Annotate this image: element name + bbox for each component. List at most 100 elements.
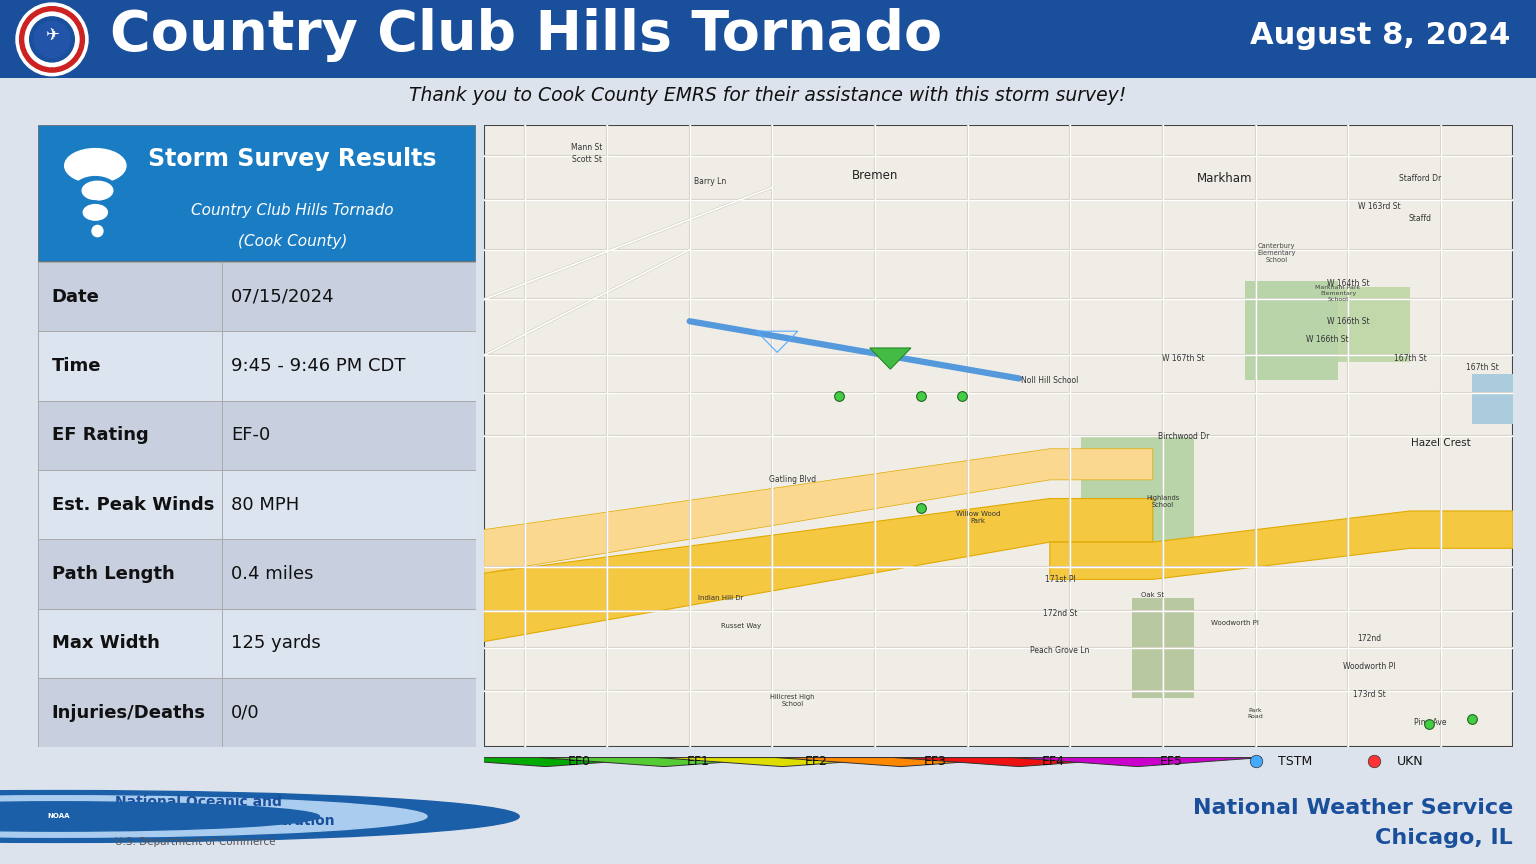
Text: U.S. Department of Commerce: U.S. Department of Commerce [115,836,275,847]
Text: W 164th St: W 164th St [1327,279,1370,289]
Ellipse shape [65,149,126,183]
FancyBboxPatch shape [38,678,476,747]
Text: Russet Way: Russet Way [720,623,762,629]
Text: 0/0: 0/0 [230,703,260,721]
Text: Country Club Hills Tornado: Country Club Hills Tornado [111,9,942,62]
Polygon shape [869,348,911,369]
Ellipse shape [89,223,106,238]
Text: 9:45 - 9:46 PM CDT: 9:45 - 9:46 PM CDT [230,357,406,375]
Text: National Weather Service: National Weather Service [1193,797,1513,818]
Polygon shape [421,758,670,766]
FancyBboxPatch shape [38,401,476,470]
Text: Injuries/Deaths: Injuries/Deaths [52,703,206,721]
Text: EF Rating: EF Rating [52,427,149,444]
Text: Canterbury
Elementary
School: Canterbury Elementary School [1256,243,1295,263]
Text: 172nd: 172nd [1356,634,1381,643]
Text: 167th St: 167th St [1393,354,1427,363]
Ellipse shape [83,181,112,200]
Text: TSTM: TSTM [1278,754,1313,768]
Text: EF1: EF1 [687,754,710,768]
FancyBboxPatch shape [38,262,476,332]
Text: NOAA: NOAA [48,814,69,819]
FancyBboxPatch shape [1338,287,1410,362]
Polygon shape [1012,758,1263,766]
Text: Time: Time [52,357,101,375]
Text: Woodworth Pl: Woodworth Pl [1212,620,1260,626]
Text: Est. Peak Winds: Est. Peak Winds [52,496,214,514]
Text: Birchwood Dr: Birchwood Dr [1158,432,1209,441]
Circle shape [0,791,519,842]
Circle shape [15,3,88,76]
Text: 167th St: 167th St [1465,364,1499,372]
Polygon shape [1051,511,1513,580]
Text: Barry Ln: Barry Ln [694,177,727,186]
Text: (Cook County): (Cook County) [238,234,347,249]
Text: Peach Grove Ln: Peach Grove Ln [1031,646,1091,656]
Text: Staffd: Staffd [1409,214,1432,223]
Circle shape [20,7,84,72]
Text: Scott St: Scott St [571,155,602,164]
Circle shape [34,22,71,58]
Polygon shape [894,758,1143,766]
Text: EF3: EF3 [923,754,946,768]
Text: 07/15/2024: 07/15/2024 [230,288,335,306]
FancyBboxPatch shape [484,125,1513,747]
Text: Highlands
School: Highlands School [1146,495,1180,508]
FancyBboxPatch shape [1471,374,1513,424]
Text: 172nd St: 172nd St [1043,609,1077,618]
Text: Bremen: Bremen [852,168,899,181]
Text: Noll Hill School: Noll Hill School [1021,376,1078,384]
Polygon shape [776,758,1025,766]
Text: Hillcrest High
School: Hillcrest High School [771,694,814,708]
Text: EF2: EF2 [805,754,828,768]
Text: Stafford Dr: Stafford Dr [1399,174,1441,182]
Text: Park
Road: Park Road [1247,708,1264,719]
Text: August 8, 2024: August 8, 2024 [1250,21,1510,50]
Text: EF4: EF4 [1041,754,1064,768]
Text: W 163rd St: W 163rd St [1358,201,1401,211]
Text: Mann St: Mann St [571,143,602,151]
FancyBboxPatch shape [1081,436,1193,549]
Ellipse shape [74,200,109,224]
Text: Storm Survey Results: Storm Survey Results [147,148,436,171]
FancyBboxPatch shape [1246,281,1338,380]
Text: Country Club Hills Tornado: Country Club Hills Tornado [190,203,393,218]
FancyBboxPatch shape [38,539,476,609]
Text: W 166th St: W 166th St [1327,317,1370,326]
FancyBboxPatch shape [38,332,476,401]
Ellipse shape [92,226,103,237]
Text: W 166th St: W 166th St [1307,335,1349,345]
Circle shape [29,16,74,62]
Text: Gatling Blvd: Gatling Blvd [770,475,816,485]
Polygon shape [484,448,1152,573]
Text: 173rd St: 173rd St [1353,690,1385,699]
Polygon shape [484,499,1152,642]
FancyBboxPatch shape [38,609,476,678]
Text: 0.4 miles: 0.4 miles [230,565,313,583]
FancyBboxPatch shape [38,470,476,539]
Ellipse shape [83,205,108,220]
Circle shape [0,796,427,837]
Text: 125 yards: 125 yards [230,634,321,652]
Text: Thank you to Cook County EMRS for their assistance with this storm survey!: Thank you to Cook County EMRS for their … [410,86,1126,105]
Text: Markham: Markham [1197,172,1252,185]
FancyBboxPatch shape [1132,598,1193,697]
Text: Date: Date [52,288,100,306]
Text: W 167th St: W 167th St [1163,354,1204,363]
Text: EF-0: EF-0 [230,427,270,444]
Text: Oak St: Oak St [1141,592,1164,598]
Polygon shape [657,758,906,766]
Text: Atmospheric Administration: Atmospheric Administration [115,814,335,828]
Text: 171st Pl: 171st Pl [1044,575,1075,584]
Text: National Oceanic and: National Oceanic and [115,795,283,809]
Text: EF5: EF5 [1160,754,1183,768]
Text: Markham Park
Elementary
School: Markham Park Elementary School [1315,285,1361,302]
Text: Willow Wood
Park: Willow Wood Park [955,511,1000,524]
Text: Pine Ave: Pine Ave [1415,718,1447,727]
Text: 80 MPH: 80 MPH [230,496,300,514]
Text: ★ ★ ★: ★ ★ ★ [43,67,61,72]
Text: Woodworth Pl: Woodworth Pl [1342,662,1395,671]
Text: Path Length: Path Length [52,565,174,583]
Text: Indian Hill Dr: Indian Hill Dr [697,595,743,601]
Text: ✈: ✈ [45,26,58,44]
